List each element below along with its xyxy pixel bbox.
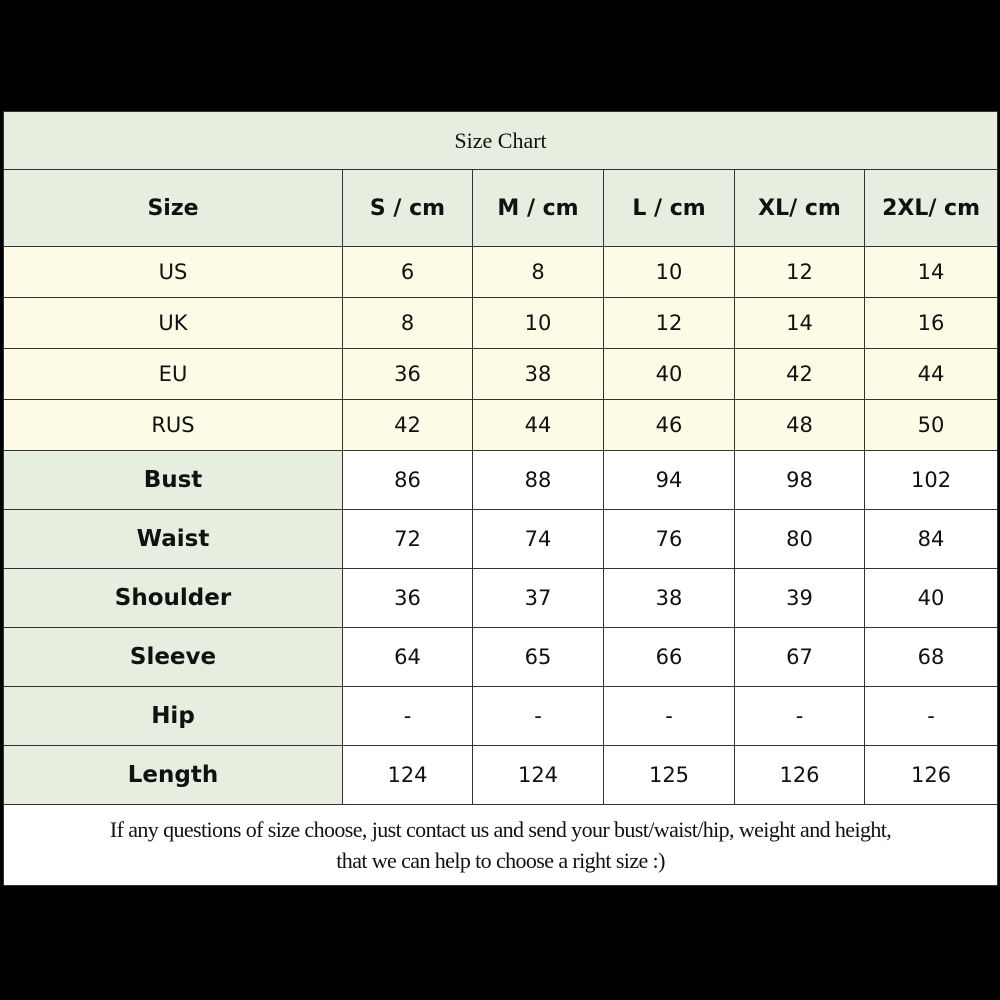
table-cell: 50 [863, 399, 999, 451]
column-header: M / cm [472, 169, 604, 247]
table-row: Length 124 124 125 126 126 [3, 745, 999, 805]
table-cell: 42 [342, 399, 473, 451]
column-header: Size [3, 169, 343, 247]
table-title: Size Chart [2, 111, 999, 170]
table-cell: 36 [342, 568, 473, 628]
table-cell: 125 [603, 745, 735, 805]
column-header: 2XL/ cm [863, 169, 999, 247]
row-label: EU [3, 348, 343, 400]
table-cell: - [734, 686, 865, 746]
table-cell: 12 [734, 246, 865, 298]
table-cell: 72 [342, 509, 473, 569]
column-header: L / cm [603, 169, 735, 247]
row-label: Bust [3, 450, 343, 510]
table-cell: 74 [472, 509, 604, 569]
row-label: RUS [3, 399, 343, 451]
footer-line: that we can help to choose a right size … [336, 848, 665, 873]
table-cell: 126 [863, 745, 999, 805]
table-cell: - [472, 686, 604, 746]
footer-row: If any questions of size choose, just co… [2, 804, 999, 886]
table-cell: 38 [472, 348, 604, 400]
row-label: Sleeve [3, 627, 343, 687]
table-row: UK 8 10 12 14 16 [3, 297, 999, 349]
column-header: XL/ cm [734, 169, 865, 247]
table-cell: 64 [342, 627, 473, 687]
table-cell: 10 [603, 246, 735, 298]
table-cell: 39 [734, 568, 865, 628]
table-cell: 42 [734, 348, 865, 400]
table-cell: 36 [342, 348, 473, 400]
table-cell: 8 [472, 246, 604, 298]
table-cell: 38 [603, 568, 735, 628]
footer-line: If any questions of size choose, just co… [109, 817, 892, 842]
table-cell: 124 [342, 745, 473, 805]
table-cell: 6 [342, 246, 473, 298]
table-cell: 124 [472, 745, 604, 805]
table-cell: 88 [472, 450, 604, 510]
table-cell: 37 [472, 568, 604, 628]
table-cell: 44 [472, 399, 604, 451]
table-cell: - [863, 686, 999, 746]
table-cell: 102 [863, 450, 999, 510]
row-label: Shoulder [3, 568, 343, 628]
header-row: Size S / cm M / cm L / cm XL/ cm 2XL/ cm [3, 169, 999, 247]
table-cell: 16 [863, 297, 999, 349]
table-cell: - [603, 686, 735, 746]
table-cell: 40 [603, 348, 735, 400]
table-cell: 94 [603, 450, 735, 510]
table-cell: 66 [603, 627, 735, 687]
table-cell: 76 [603, 509, 735, 569]
table-cell: 46 [603, 399, 735, 451]
table-cell: - [342, 686, 473, 746]
row-label: US [3, 246, 343, 298]
table-cell: 67 [734, 627, 865, 687]
row-label: Hip [3, 686, 343, 746]
table-cell: 40 [863, 568, 999, 628]
table-row: RUS 42 44 46 48 50 [3, 399, 999, 451]
table-cell: 68 [863, 627, 999, 687]
table-cell: 10 [472, 297, 604, 349]
table-cell: 80 [734, 509, 865, 569]
table-row: EU 36 38 40 42 44 [3, 348, 999, 400]
table-row: Bust 86 88 94 98 102 [3, 450, 999, 510]
table-cell: 65 [472, 627, 604, 687]
column-header: S / cm [342, 169, 473, 247]
table-cell: 44 [863, 348, 999, 400]
table-cell: 12 [603, 297, 735, 349]
table-cell: 8 [342, 297, 473, 349]
table-cell: 48 [734, 399, 865, 451]
table-cell: 14 [863, 246, 999, 298]
table-cell: 84 [863, 509, 999, 569]
table-row: Shoulder 36 37 38 39 40 [3, 568, 999, 628]
row-label: Waist [3, 509, 343, 569]
table-row: Waist 72 74 76 80 84 [3, 509, 999, 569]
footer-note: If any questions of size choose, just co… [2, 804, 999, 886]
table-row: Sleeve 64 65 66 67 68 [3, 627, 999, 687]
table-cell: 126 [734, 745, 865, 805]
table-row: Hip - - - - - [3, 686, 999, 746]
table-row: US 6 8 10 12 14 [3, 246, 999, 298]
table-cell: 98 [734, 450, 865, 510]
row-label: UK [3, 297, 343, 349]
table-cell: 14 [734, 297, 865, 349]
size-chart-table: Size Chart Size S / cm M / cm L / cm XL/ cm 2… [2, 111, 999, 886]
table-cell: 86 [342, 450, 473, 510]
row-label: Length [3, 745, 343, 805]
